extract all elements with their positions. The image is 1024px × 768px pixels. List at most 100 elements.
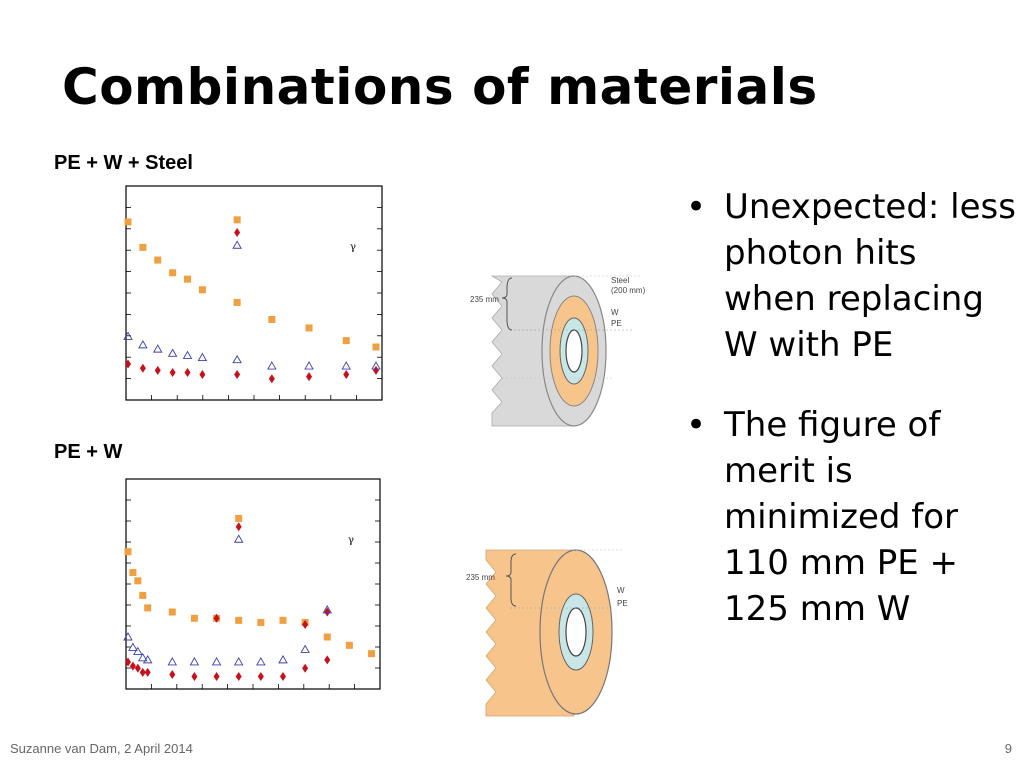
square-point <box>323 633 331 641</box>
triangle-point <box>300 644 310 653</box>
footer-author-date: Suzanne van Dam, 2 April 2014 <box>10 741 193 756</box>
square-point <box>154 256 162 264</box>
triangle-point <box>341 361 352 370</box>
bullet-list: • Unexpected: less photon hits when repl… <box>686 184 1016 666</box>
diamond-point <box>234 370 241 380</box>
diamond-point <box>306 372 313 382</box>
diamond-point <box>373 365 379 375</box>
diamond-point <box>268 374 275 384</box>
diamond-point <box>324 655 331 665</box>
square-point <box>139 591 147 599</box>
triangle-point <box>267 361 277 370</box>
triangle-point <box>233 534 244 543</box>
diamond-point <box>234 228 241 238</box>
triangle-point <box>133 646 143 656</box>
diamond-point <box>302 663 309 673</box>
plot-frame <box>125 185 383 401</box>
square-point <box>342 337 350 345</box>
w-label: W <box>617 586 625 595</box>
bullet-item: • Unexpected: less photon hits when repl… <box>686 184 1016 368</box>
diamond-point <box>169 367 176 377</box>
diamond-point <box>125 657 131 667</box>
square-point <box>169 269 177 277</box>
chart-2: γ <box>123 478 381 690</box>
triangle-point <box>322 605 333 614</box>
chart-1-title: PE + W + Steel <box>54 152 193 174</box>
diamond-point <box>279 672 286 682</box>
diamond-point <box>343 370 350 380</box>
bullet-text: Unexpected: less photon hits when replac… <box>724 187 1016 365</box>
diamond-point <box>213 613 220 623</box>
diamond-point <box>139 667 146 677</box>
square-point <box>124 548 132 556</box>
square-point <box>184 275 192 283</box>
triangle-point <box>197 352 208 362</box>
shielding-diagram-pe: 235 mm W PE <box>466 549 628 717</box>
shielding-diagram-steel: 235 mm Steel (200 mm) W PE <box>470 275 646 427</box>
chart-2-title: PE + W <box>54 441 123 463</box>
square-point <box>198 286 206 294</box>
square-point <box>129 569 137 577</box>
bullet-icon: • <box>686 187 707 227</box>
diamond-point <box>144 667 151 677</box>
square-point <box>368 650 376 658</box>
diamond-point <box>199 370 206 380</box>
dimension-label: 235 mm <box>470 295 499 304</box>
square-point <box>372 343 380 351</box>
diamond-point <box>257 672 264 682</box>
square-point <box>279 616 287 624</box>
beam-pipe <box>565 607 587 657</box>
square-point <box>268 315 276 323</box>
bullet-icon: • <box>686 405 707 445</box>
square-point <box>233 216 241 224</box>
square-point <box>235 616 243 624</box>
diamond-point <box>125 359 131 369</box>
slide-title: Combinations of materials <box>62 58 818 116</box>
square-point <box>305 324 313 332</box>
triangle-point <box>123 331 133 340</box>
square-point <box>144 604 152 612</box>
w-label: W <box>611 308 619 317</box>
beam-pipe <box>565 329 583 373</box>
diamond-point <box>154 365 161 375</box>
triangle-point <box>232 354 242 364</box>
triangle-point <box>142 654 153 664</box>
triangle-point <box>182 350 193 359</box>
triangle-point <box>371 361 381 370</box>
square-point <box>124 218 132 226</box>
diamond-point <box>302 620 309 630</box>
diamond-point <box>184 367 191 377</box>
triangle-point <box>123 632 133 641</box>
square-point <box>233 298 241 306</box>
triangle-point <box>137 652 148 662</box>
square-point <box>134 577 142 585</box>
triangle-point <box>256 657 266 666</box>
diamond-point <box>235 522 242 532</box>
square-point <box>257 618 265 626</box>
triangle-point <box>304 361 314 370</box>
dimension-label: 235 mm <box>466 573 495 582</box>
chart-1: γ <box>123 185 383 401</box>
diamond-point <box>129 661 136 671</box>
pe-label: PE <box>611 319 622 328</box>
diamond-point <box>139 363 146 373</box>
diamond-point <box>213 672 220 682</box>
triangle-point <box>152 344 163 353</box>
triangle-point <box>211 657 222 666</box>
triangle-point <box>128 642 138 651</box>
steel-label: Steel <box>611 276 629 285</box>
square-point <box>139 243 147 251</box>
gamma-annotation: γ <box>348 535 354 546</box>
square-point <box>345 641 353 649</box>
plot-frame <box>125 478 381 690</box>
diamond-point <box>169 669 176 679</box>
triangle-point <box>167 348 178 357</box>
bullet-text: The figure of merit is minimized for 110… <box>724 405 959 629</box>
page-number: 9 <box>1004 741 1012 756</box>
triangle-point <box>167 657 178 666</box>
triangle-point <box>232 240 242 249</box>
pe-label: PE <box>617 599 628 608</box>
bullet-item: • The figure of merit is minimized for 1… <box>686 402 1016 632</box>
square-point <box>168 608 176 616</box>
triangle-point <box>138 339 148 349</box>
